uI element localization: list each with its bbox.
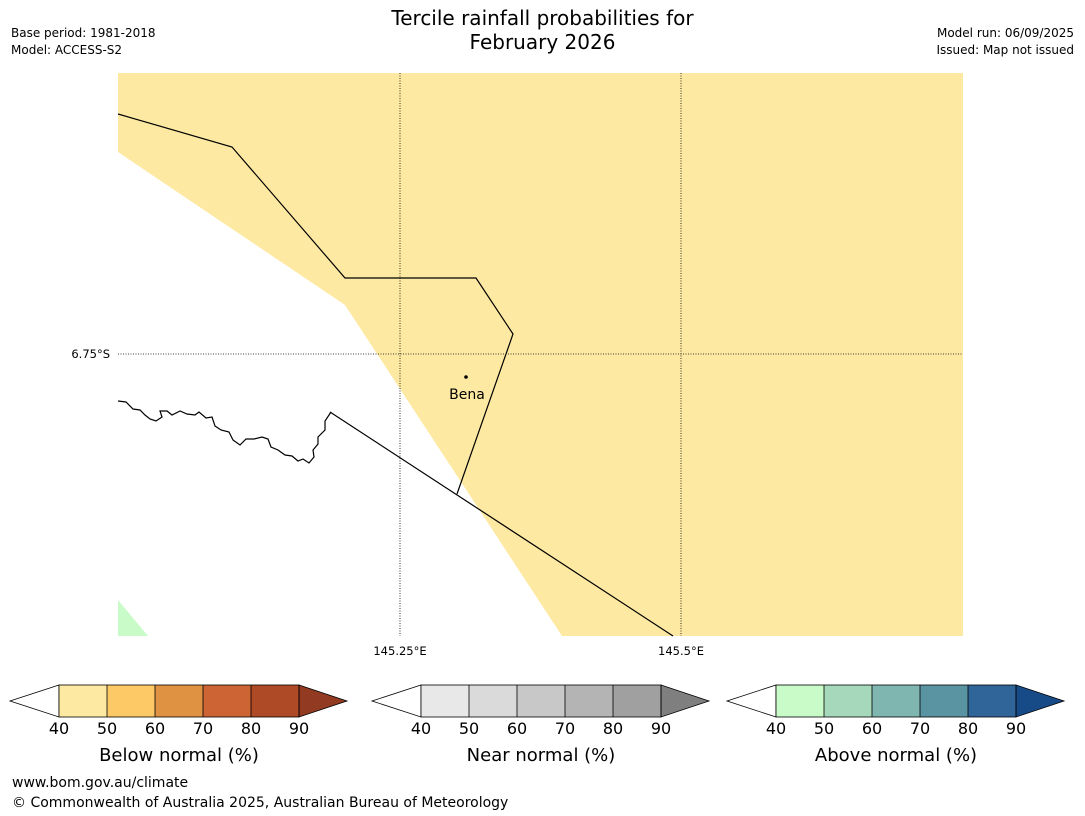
model-name: Model: ACCESS-S2 [11, 43, 123, 57]
colorbar-above-lower-extension [725, 684, 777, 718]
near-tick-80: 80 [602, 719, 624, 738]
colorbar-near-normal [370, 684, 711, 718]
colorbar-near-upper-extension [660, 684, 711, 718]
colorbar-above-70 [872, 685, 920, 717]
below-tick-50: 50 [96, 719, 118, 738]
longitude-label-2: 145.5°E [658, 644, 704, 658]
province-boundary-north [117, 113, 514, 495]
below-normal-50-shading [118, 73, 963, 636]
base-period: Base period: 1981-2018 [11, 26, 156, 40]
bena-marker [464, 375, 468, 379]
river-boundary [117, 400, 332, 464]
below-tick-80: 80 [240, 719, 262, 738]
colorbar-below-dividers [106, 685, 252, 717]
colorbar-near-80 [565, 685, 613, 717]
colorbar-above-50 [776, 685, 824, 717]
colorbar-below-outline [58, 684, 300, 718]
metadata-right: Model run: 06/09/2025 Issued: Map not is… [936, 25, 1074, 59]
map-title: Tercile rainfall probabilities for Febru… [0, 6, 1085, 54]
colorbar-above-normal [725, 684, 1066, 718]
place-label-bena: Bena [449, 387, 485, 403]
colorbar-below-label: Below normal (%) [99, 745, 259, 766]
near-tick-70: 70 [554, 719, 576, 738]
near-tick-50: 50 [458, 719, 480, 738]
colorbar-below-70 [155, 685, 203, 717]
colorbar-below-60 [107, 685, 155, 717]
metadata-left: Base period: 1981-2018 Model: ACCESS-S2 [11, 25, 156, 59]
colorbar-below-90 [251, 685, 299, 717]
colorbar-above-90 [968, 685, 1016, 717]
above-tick-50: 50 [813, 719, 835, 738]
colorbar-above-outline [775, 684, 1017, 718]
colorbar-below-80 [203, 685, 251, 717]
above-tick-90: 90 [1005, 719, 1027, 738]
issued-status: Issued: Map not issued [936, 43, 1074, 57]
colorbar-above-80 [920, 685, 968, 717]
latitude-label: 6.75°S [71, 347, 110, 361]
colorbar-above-60 [824, 685, 872, 717]
colorbar-near-label: Near normal (%) [466, 745, 616, 766]
colorbar-near-60 [469, 685, 517, 717]
title-line-1: Tercile rainfall probabilities for [391, 6, 694, 30]
province-boundary-south [329, 411, 674, 637]
colorbar-below-50 [59, 685, 107, 717]
colorbar-near-dividers [468, 685, 614, 717]
near-tick-90: 90 [650, 719, 672, 738]
colorbar-below-lower-extension [8, 684, 60, 718]
footer-copyright: © Commonwealth of Australia 2025, Austra… [12, 795, 509, 811]
colorbar-near-outline [420, 684, 662, 718]
near-tick-40: 40 [410, 719, 432, 738]
colorbar-near-50 [421, 685, 469, 717]
below-tick-70: 70 [192, 719, 214, 738]
above-tick-60: 60 [861, 719, 883, 738]
above-tick-80: 80 [957, 719, 979, 738]
above-tick-70: 70 [909, 719, 931, 738]
above-normal-40-shading [118, 600, 148, 636]
colorbar-above-label: Above normal (%) [814, 745, 978, 766]
below-tick-90: 90 [288, 719, 310, 738]
colorbar-below-normal [8, 684, 349, 718]
model-run: Model run: 06/09/2025 [936, 26, 1074, 40]
footer-url[interactable]: www.bom.gov.au/climate [12, 775, 189, 791]
below-tick-60: 60 [144, 719, 166, 738]
colorbar-near-70 [517, 685, 565, 717]
map-area [117, 73, 963, 637]
above-tick-40: 40 [765, 719, 787, 738]
title-line-2: February 2026 [469, 30, 616, 54]
colorbar-above-dividers [823, 685, 969, 717]
colorbar-near-lower-extension [370, 684, 422, 718]
below-tick-40: 40 [48, 719, 70, 738]
colorbar-near-90 [613, 685, 661, 717]
colorbar-above-upper-extension [1015, 684, 1066, 718]
near-tick-60: 60 [506, 719, 528, 738]
colorbar-below-upper-extension [298, 684, 349, 718]
colorbars [8, 684, 1066, 718]
longitude-label-1: 145.25°E [373, 644, 427, 658]
